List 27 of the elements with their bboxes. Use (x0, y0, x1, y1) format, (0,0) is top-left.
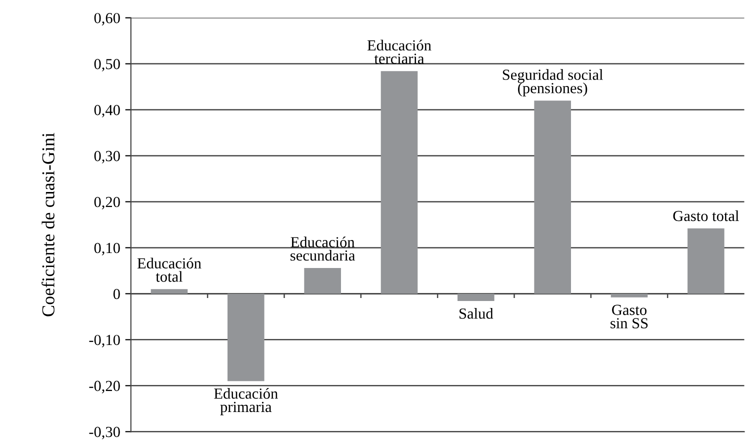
bar (380, 71, 418, 294)
y-tick-label: 0,10 (94, 242, 120, 256)
x-tick-label: Educación terciaria (367, 40, 432, 64)
y-tick-label: 0,60 (94, 12, 120, 26)
x-tick-label: Educación secundaria (290, 236, 356, 261)
bar (458, 294, 494, 302)
y-tick-label: -0,30 (89, 426, 120, 440)
x-tick-label: Seguridad social (pensiones) (502, 69, 603, 96)
x-tick-label: Gasto sin SS (610, 304, 648, 328)
bar (688, 228, 724, 294)
y-tick-label: 0,30 (94, 150, 120, 164)
y-tick-label: 0 (113, 288, 120, 300)
bar (304, 268, 341, 294)
bar (534, 100, 571, 294)
bar (610, 294, 648, 298)
x-tick-label: Gasto total (673, 210, 739, 222)
bar (228, 294, 264, 382)
x-tick-label: Salud (460, 308, 494, 319)
y-tick-label: 0,20 (94, 196, 120, 210)
y-tick-label: -0,10 (89, 334, 120, 348)
y-tick-label: 0,40 (94, 104, 120, 118)
x-tick-label: Educación total (137, 258, 202, 282)
y-axis-title: Coeficiente de cuasi-Gini (42, 132, 54, 316)
y-tick-label: 0,50 (94, 58, 120, 72)
x-tick-label: Educación primaria (214, 388, 278, 416)
y-tick-label: -0,20 (89, 380, 120, 394)
bar (150, 289, 188, 294)
